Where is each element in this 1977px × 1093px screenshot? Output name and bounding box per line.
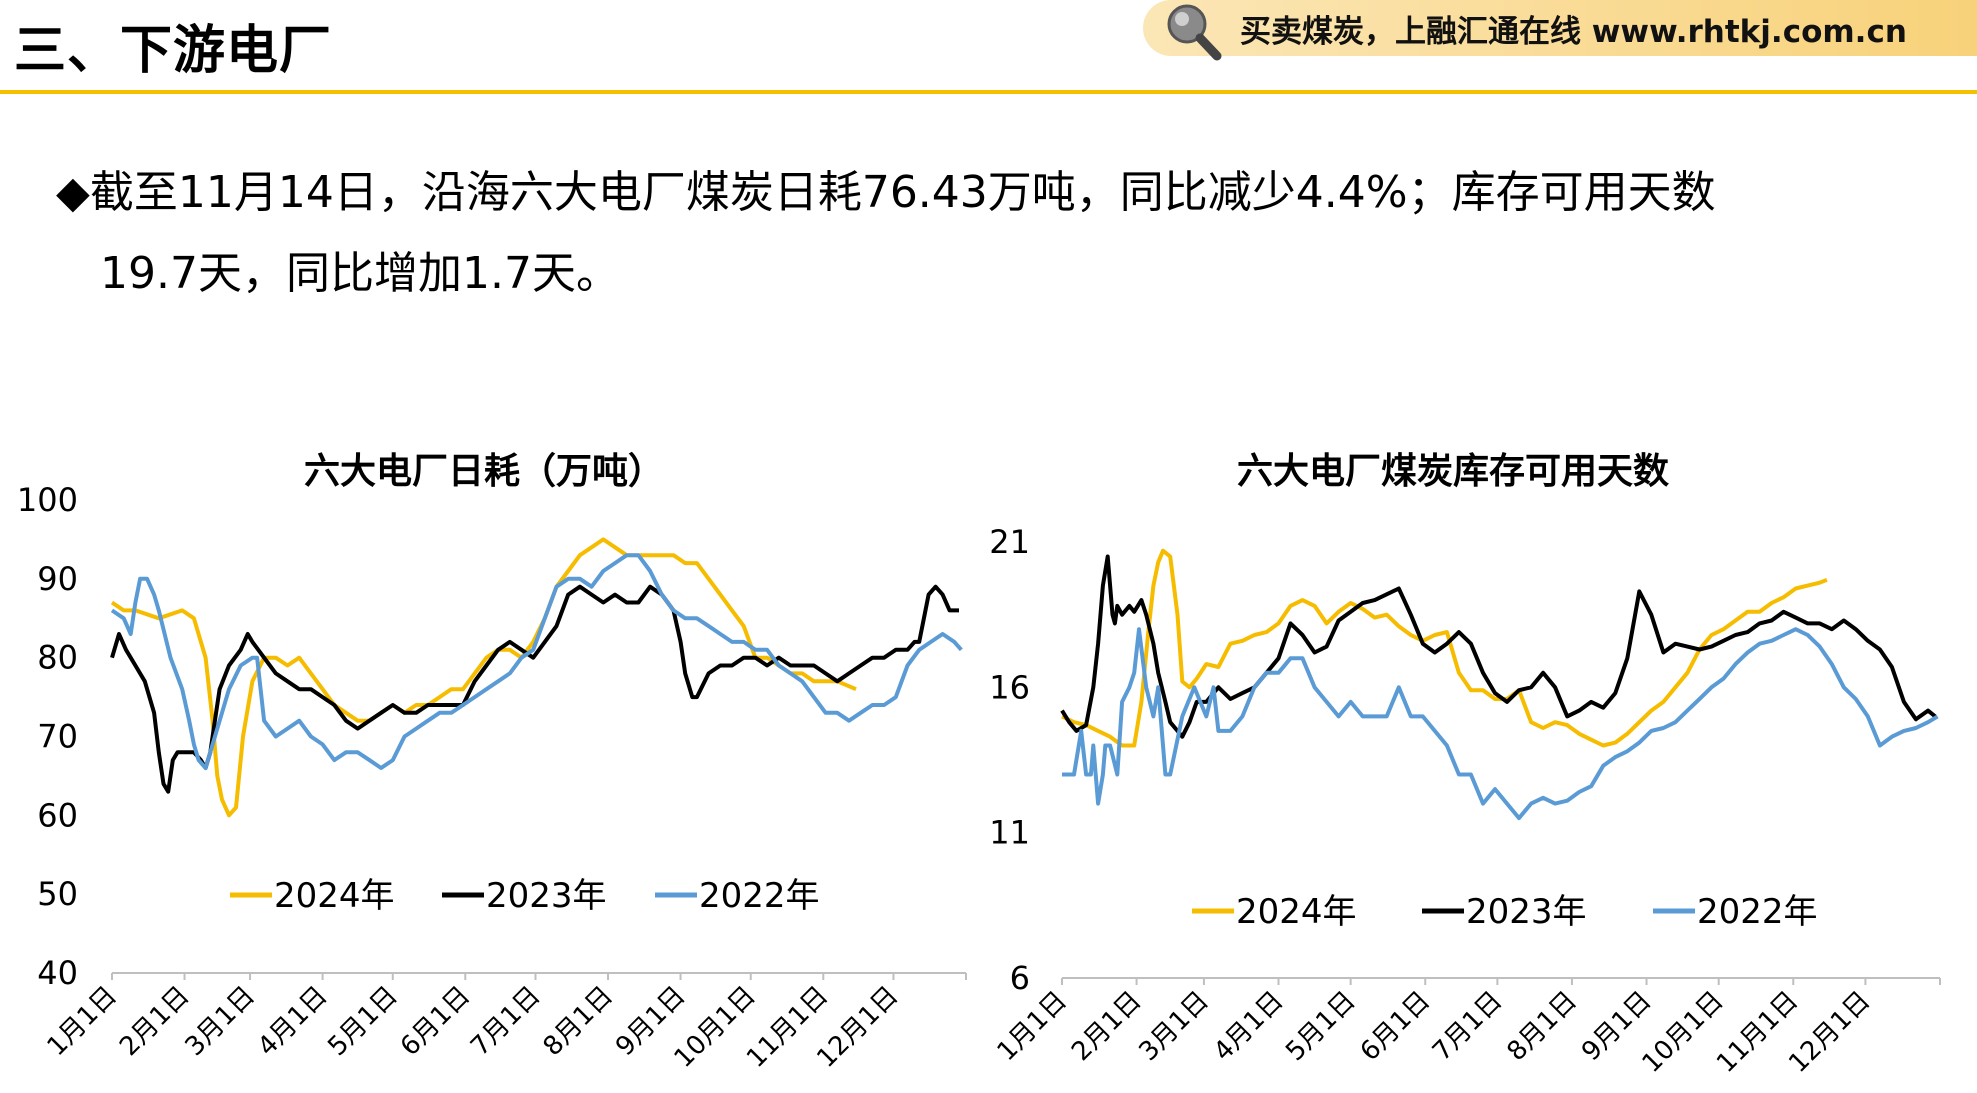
chart-title-inventory-days: 六大电厂煤炭库存可用天数 [1237, 451, 1670, 492]
x-tick-label: 10月1日 [1637, 986, 1730, 1079]
x-tick-label: 8月1日 [1502, 986, 1583, 1067]
series-line-2022年 [1062, 627, 1939, 821]
banner-text: 买卖煤炭，上融汇通在线 www.rhtkj.com.cn [1240, 14, 1907, 50]
x-tick-label: 3月1日 [1133, 986, 1214, 1067]
y-tick-label: 60 [37, 796, 78, 834]
y-tick-label: 11 [989, 814, 1030, 852]
series-line-2024年 [1061, 548, 1828, 748]
legend-label: 2023年 [486, 876, 607, 916]
summary-line-1: ◆截至11月14日，沿海六大电厂煤炭日耗76.43万吨，同比减少4.4%；库存可… [56, 152, 1936, 233]
summary-line-2: 19.7天，同比增加1.7天。 [100, 248, 620, 299]
x-tick-label: 4月1日 [1208, 986, 1289, 1067]
section-title: 三、下游电厂 [14, 21, 333, 81]
x-tick-label: 1月1日 [992, 986, 1073, 1067]
summary-text: ◆截至11月14日，沿海六大电厂煤炭日耗76.43万吨，同比减少4.4%；库存可… [56, 152, 1936, 314]
search-icon [1167, 4, 1222, 61]
y-tick-label: 100 [17, 481, 78, 519]
y-tick-label: 80 [37, 639, 78, 677]
header-banner [1143, 0, 1977, 56]
y-tick-label: 6 [1010, 959, 1030, 997]
legend-label: 2024年 [1236, 892, 1357, 932]
y-tick-label: 50 [37, 875, 78, 913]
y-tick-label: 40 [37, 954, 78, 992]
x-tick-label: 7月1日 [1427, 986, 1508, 1067]
chart-title-daily-consumption: 六大电厂日耗（万吨） [304, 451, 665, 492]
series-line-2022年 [110, 553, 963, 770]
legend-label: 2024年 [274, 876, 395, 916]
x-tick-label: 5月1日 [1280, 986, 1361, 1067]
chart-daily-consumption: 4050607080901001月1日2月1日3月1日4月1日5月1日6月1日7… [17, 481, 967, 1074]
bullet: ◆ [56, 167, 90, 218]
x-tick-label: 2月1日 [1066, 986, 1147, 1067]
y-tick-label: 16 [989, 668, 1030, 706]
title-underline [0, 90, 1977, 94]
x-tick-label: 6月1日 [1355, 986, 1436, 1067]
legend-label: 2022年 [1697, 892, 1818, 932]
series-line-2023年 [1060, 554, 1937, 739]
x-tick-label: 12月1日 [1783, 986, 1876, 1079]
y-tick-label: 90 [37, 560, 78, 598]
y-tick-label: 70 [37, 718, 78, 756]
y-tick-label: 21 [989, 523, 1030, 561]
legend-label: 2022年 [699, 876, 820, 916]
legend-label: 2023年 [1466, 892, 1587, 932]
summary-line-1-text: 截至11月14日，沿海六大电厂煤炭日耗76.43万吨，同比减少4.4%；库存可用… [89, 167, 1716, 218]
series-line-2024年 [110, 537, 857, 818]
